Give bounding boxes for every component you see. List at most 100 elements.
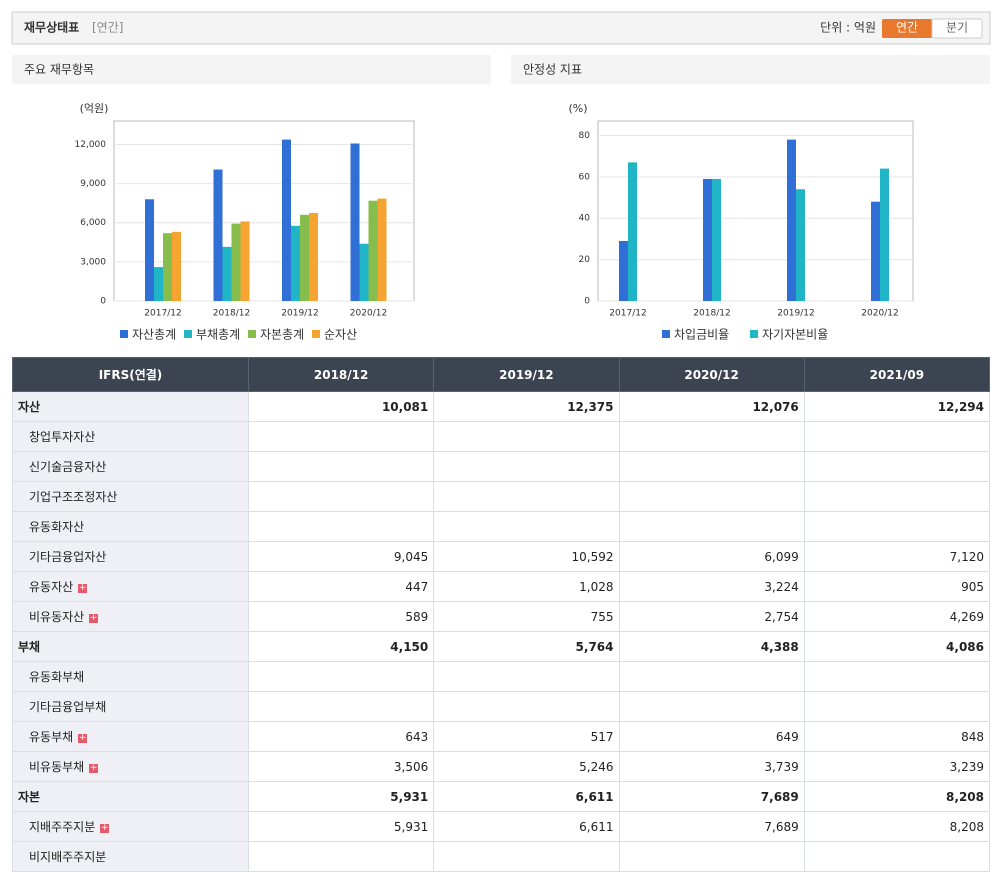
y-tick-label: 0 xyxy=(584,297,590,307)
bar xyxy=(377,198,387,301)
cell-value: 1,028 xyxy=(433,571,620,602)
panel-head xyxy=(511,55,990,84)
x-tick-label: 2019/12 xyxy=(777,309,814,319)
row-label: 기업구조조정자산 xyxy=(12,481,249,512)
legend-swatch xyxy=(120,330,128,338)
cell-value: 643 xyxy=(247,721,435,752)
row-label: 지배주주지분 + xyxy=(12,811,249,842)
cell-value xyxy=(247,841,435,872)
cell-value xyxy=(433,691,620,722)
row-label: 기타금융업부채 xyxy=(12,691,249,722)
expand-button[interactable]: + xyxy=(100,823,110,833)
legend-label: 부채총계 xyxy=(196,328,240,342)
bar xyxy=(712,178,721,301)
cell-value xyxy=(433,511,620,542)
cell-value xyxy=(247,691,435,722)
cell-value xyxy=(803,421,991,452)
row-label: 비유동부채 + xyxy=(12,751,249,782)
y-tick-label: 60 xyxy=(579,172,591,182)
legend-swatch xyxy=(312,330,320,338)
tab-quarter[interactable] xyxy=(931,18,983,39)
table-row: 기업구조조정자산 xyxy=(12,481,991,512)
page-title: 재무상태표 xyxy=(24,20,79,35)
tab-annual-label[interactable]: 연간 xyxy=(896,21,918,35)
cell-value: 3,739 xyxy=(618,751,805,782)
bar xyxy=(350,143,360,301)
cell-value: 12,375 xyxy=(433,391,620,422)
cell-value: 4,269 xyxy=(803,601,991,632)
cell-value: 8,208 xyxy=(803,811,991,842)
bar xyxy=(359,243,369,301)
bar xyxy=(368,200,378,301)
row-label: 신기술금융자산 xyxy=(12,451,249,482)
row-label: 창업투자자산 xyxy=(12,421,249,452)
y-tick-label: 0 xyxy=(100,297,106,307)
cell-value xyxy=(247,421,435,452)
y-tick-label: 80 xyxy=(579,131,591,141)
y-tick-label: 12,000 xyxy=(75,140,107,150)
x-tick-label: 2020/12 xyxy=(861,309,898,319)
cell-value: 755 xyxy=(433,601,620,632)
expand-button[interactable]: + xyxy=(78,733,88,743)
y-tick-label: 40 xyxy=(579,214,591,224)
bar xyxy=(163,233,172,301)
legend-label: 자기자본비율 xyxy=(762,328,828,342)
cell-value: 10,081 xyxy=(247,391,435,422)
table-row: 비유동부채 +3,506 5,246 3,739 3,239 xyxy=(12,751,991,782)
x-tick-label: 2017/12 xyxy=(609,309,646,319)
cell-value: 649 xyxy=(618,721,805,752)
cell-value: 517 xyxy=(433,721,620,752)
column-header: 2019/12 xyxy=(433,357,620,392)
cell-value: 6,611 xyxy=(433,811,620,842)
cell-value: 3,224 xyxy=(618,571,805,602)
cell-value: 10,592 xyxy=(433,541,620,572)
table-row: 기타금융업자산 9,045 10,592 6,099 7,120 xyxy=(12,541,991,572)
panel-head xyxy=(12,55,491,84)
bar xyxy=(880,168,889,301)
y-tick-label: 6,000 xyxy=(80,218,106,228)
cell-value: 3,506 xyxy=(247,751,435,782)
tab-quarter-label[interactable]: 분기 xyxy=(946,21,968,35)
table-row: 비지배주주지분 xyxy=(12,841,991,872)
expand-button[interactable]: + xyxy=(89,613,99,623)
top-bar xyxy=(11,11,991,45)
panel-title: 주요 재무항목 xyxy=(24,63,94,77)
column-header: IFRS(연결) xyxy=(12,357,249,392)
bar xyxy=(619,241,628,301)
expand-button[interactable]: + xyxy=(89,763,99,773)
cell-value xyxy=(618,511,805,542)
legend-label: 차입금비율 xyxy=(674,328,729,342)
row-label: 유동화자산 xyxy=(12,511,249,542)
cell-value xyxy=(433,481,620,512)
row-label: 부채 xyxy=(12,631,249,662)
cell-value: 7,120 xyxy=(803,541,991,572)
cell-value xyxy=(433,661,620,692)
cell-value xyxy=(247,511,435,542)
x-tick-label: 2018/12 xyxy=(693,309,730,319)
cell-value xyxy=(247,661,435,692)
panel-title: 안정성 지표 xyxy=(523,63,582,77)
table-row: 비유동자산 +589 755 2,754 4,269 xyxy=(12,601,991,632)
y-tick-label: 9,000 xyxy=(80,179,106,189)
cell-value xyxy=(433,421,620,452)
cell-value xyxy=(247,451,435,482)
row-label: 기타금융업자산 xyxy=(12,541,249,572)
y-axis-unit: (억원) xyxy=(80,102,109,115)
bar xyxy=(172,231,181,301)
cell-value xyxy=(247,481,435,512)
y-tick-label: 20 xyxy=(579,255,591,265)
cell-value xyxy=(618,691,805,722)
legend-label: 자산총계 xyxy=(132,328,176,342)
row-label: 유동화부채 xyxy=(12,661,249,692)
row-label: 비유동자산 + xyxy=(12,601,249,632)
period: [연간] xyxy=(92,21,123,35)
bar xyxy=(796,189,805,301)
tab-annual[interactable] xyxy=(882,19,932,38)
table-row: 유동자산 +447 1,028 3,224 905 xyxy=(12,571,991,602)
cell-value: 12,076 xyxy=(618,391,805,422)
table-row: 자산 10,081 12,375 12,076 12,294 xyxy=(12,391,991,422)
expand-button[interactable]: + xyxy=(78,583,88,593)
cell-value: 6,611 xyxy=(433,781,620,812)
bar xyxy=(300,214,309,301)
cell-value xyxy=(618,661,805,692)
